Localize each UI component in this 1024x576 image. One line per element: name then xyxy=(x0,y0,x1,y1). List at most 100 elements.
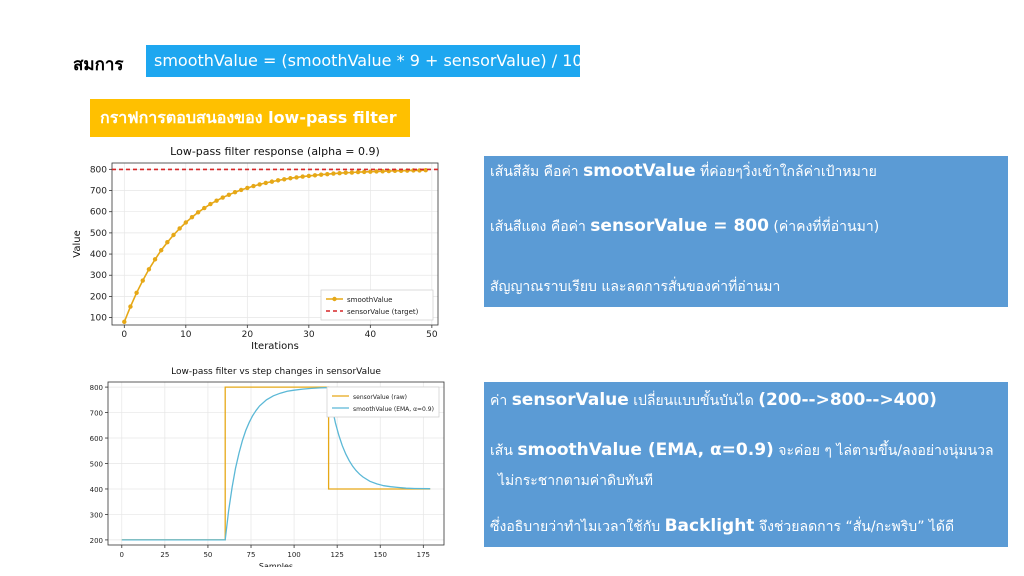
data-point xyxy=(226,192,232,197)
y-tick-label: 300 xyxy=(90,271,107,281)
equation-label: สมการ xyxy=(73,55,124,75)
series-line-2 xyxy=(121,386,431,541)
y-tick-label: 200 xyxy=(90,292,107,302)
data-point xyxy=(294,175,299,180)
chart-lowpass-response: 0 10 20 30 40 50 100 200 300 400 500 600 700 800 Low-p… xyxy=(72,145,439,352)
x-tick-label: 125 xyxy=(330,551,343,559)
x-tick-label: 25 xyxy=(160,551,169,559)
data-point xyxy=(423,168,428,173)
section-title-box: กราฟการตอบสนองของ low-pass filter xyxy=(90,99,410,137)
data-point xyxy=(220,195,225,200)
data-point xyxy=(374,169,379,174)
info2-line3: ไม่กระชากตามค่าดิบทันที xyxy=(498,473,654,489)
data-point xyxy=(159,248,164,253)
info2-line4-term: Backlight xyxy=(664,516,755,536)
info-box-response: เส้นสีส้ม คือค่า smootValue ที่ค่อยๆวิ่ง… xyxy=(484,156,1008,307)
data-point xyxy=(238,187,244,193)
x-tick-label: 100 xyxy=(287,551,300,559)
data-point xyxy=(306,173,312,179)
x-tick-label: 75 xyxy=(247,551,256,559)
info1-line2-text: เส้นสีแดง คือค่า xyxy=(490,219,591,235)
x-tick-label: 0 xyxy=(121,330,127,340)
section-title-suffix: low-pass filter xyxy=(268,108,397,127)
y-tick-label: 100 xyxy=(90,314,107,324)
equation-formula: smoothValue = (smoothValue * 9 + sensorV… xyxy=(154,51,583,70)
data-point xyxy=(152,257,158,262)
info1-line1-term: smootValue xyxy=(583,161,696,181)
data-point xyxy=(355,169,361,175)
info2-line2-text: เส้น xyxy=(490,443,518,459)
data-point xyxy=(208,201,213,207)
info1-line3: สัญญาณราบเรียบ และลดการสั่นของค่าที่อ่าน… xyxy=(490,279,781,295)
legend-entry: smoothValue (EMA, α=0.9) xyxy=(353,406,434,413)
section-title-prefix: กราฟการตอบสนองของ xyxy=(100,108,263,127)
info2-line1: ค่า sensorValue เปลี่ยนแบบขั้นบันได (200… xyxy=(490,390,937,412)
legend-entry: smoothValue xyxy=(347,296,392,304)
x-tick-label: 50 xyxy=(203,551,212,559)
info-box-step: ค่า sensorValue เปลี่ยนแบบขั้นบันได (200… xyxy=(484,382,1008,547)
info1-line1-desc: ที่ค่อยๆวิ่งเข้าใกล้ค่าเป้าหมาย xyxy=(695,164,877,180)
data-point xyxy=(257,182,262,187)
data-point xyxy=(325,172,330,177)
data-point xyxy=(312,173,318,178)
data-point xyxy=(331,171,336,176)
x-tick-label: 20 xyxy=(242,330,254,340)
x-tick-label: 10 xyxy=(180,330,192,340)
info2-line1-desc: เปลี่ยนแบบขั้นบันได xyxy=(628,393,759,409)
data-point xyxy=(146,267,152,272)
data-point xyxy=(263,180,268,186)
plot-frame xyxy=(111,162,439,326)
legend-entry: sensorValue (target) xyxy=(347,308,419,316)
data-point xyxy=(177,226,182,231)
equation-formula-box: smoothValue = (smoothValue * 9 + sensorV… xyxy=(146,45,583,77)
data-point xyxy=(300,174,305,179)
info2-line1-text: ค่า xyxy=(490,393,512,409)
data-point xyxy=(128,304,133,309)
data-point xyxy=(183,220,189,225)
data-point xyxy=(122,319,127,325)
data-point xyxy=(269,179,275,184)
y-tick-label: 500 xyxy=(90,461,103,469)
data-point xyxy=(171,232,176,238)
x-tick-label: 150 xyxy=(374,551,387,559)
x-axis-label: Samples xyxy=(259,562,293,567)
chart-step-changes: 0 25 50 75 100 125 150 175 200 300 400 500 600 700 800… xyxy=(90,367,445,567)
chart-title: Low-pass filter vs step changes in senso… xyxy=(171,367,381,377)
data-point xyxy=(349,170,355,175)
y-tick-label: 200 xyxy=(90,537,103,545)
data-point xyxy=(165,240,170,245)
y-tick-label: 400 xyxy=(90,486,103,494)
y-tick-label: 300 xyxy=(90,511,103,519)
y-tick-label: 600 xyxy=(90,435,103,443)
data-point xyxy=(368,169,373,174)
info2-line2-desc: จะค่อย ๆ ไล่ตามขึ้น/ลงอย่างนุ่มนวล xyxy=(773,443,994,459)
y-tick-label: 800 xyxy=(90,384,103,392)
info1-line1-text: เส้นสีส้ม คือค่า xyxy=(490,164,584,180)
legend-box xyxy=(320,289,434,321)
y-tick-label: 700 xyxy=(90,187,107,197)
y-tick-label: 500 xyxy=(90,229,107,239)
data-point xyxy=(337,170,342,176)
data-point xyxy=(282,177,287,182)
info2-line2: เส้น smoothValue (EMA, α=0.9) จะค่อย ๆ ไ… xyxy=(490,440,994,462)
data-point xyxy=(195,210,201,215)
data-point xyxy=(214,198,219,203)
y-tick-label: 600 xyxy=(90,208,107,218)
legend-marker xyxy=(332,296,337,302)
data-point xyxy=(275,178,281,183)
x-tick-label: 50 xyxy=(426,330,438,340)
data-point xyxy=(318,172,324,177)
chart-title: Low-pass filter response (alpha = 0.9) xyxy=(170,145,380,158)
info2-line4-desc: จึงช่วยลดการ “สั่น/กะพริบ” ได้ดี xyxy=(754,519,955,535)
info1-line1: เส้นสีส้ม คือค่า smootValue ที่ค่อยๆวิ่ง… xyxy=(490,161,877,183)
info1-line2: เส้นสีแดง คือค่า sensorValue = 800 (ค่าค… xyxy=(490,216,879,238)
data-point xyxy=(343,170,348,175)
info2-line1-term: sensorValue xyxy=(511,390,629,410)
info2-line4: ซึ่งอธิบายว่าทำไมเวลาใช้กับ Backlight จึ… xyxy=(490,516,954,538)
info2-line4-text: ซึ่งอธิบายว่าทำไมเวลาใช้กับ xyxy=(490,519,665,535)
x-axis-label: Iterations xyxy=(251,341,299,352)
y-axis-label: Value xyxy=(72,230,83,257)
data-point xyxy=(202,205,207,211)
data-point xyxy=(361,169,367,175)
legend-entry: sensorValue (raw) xyxy=(353,394,407,401)
